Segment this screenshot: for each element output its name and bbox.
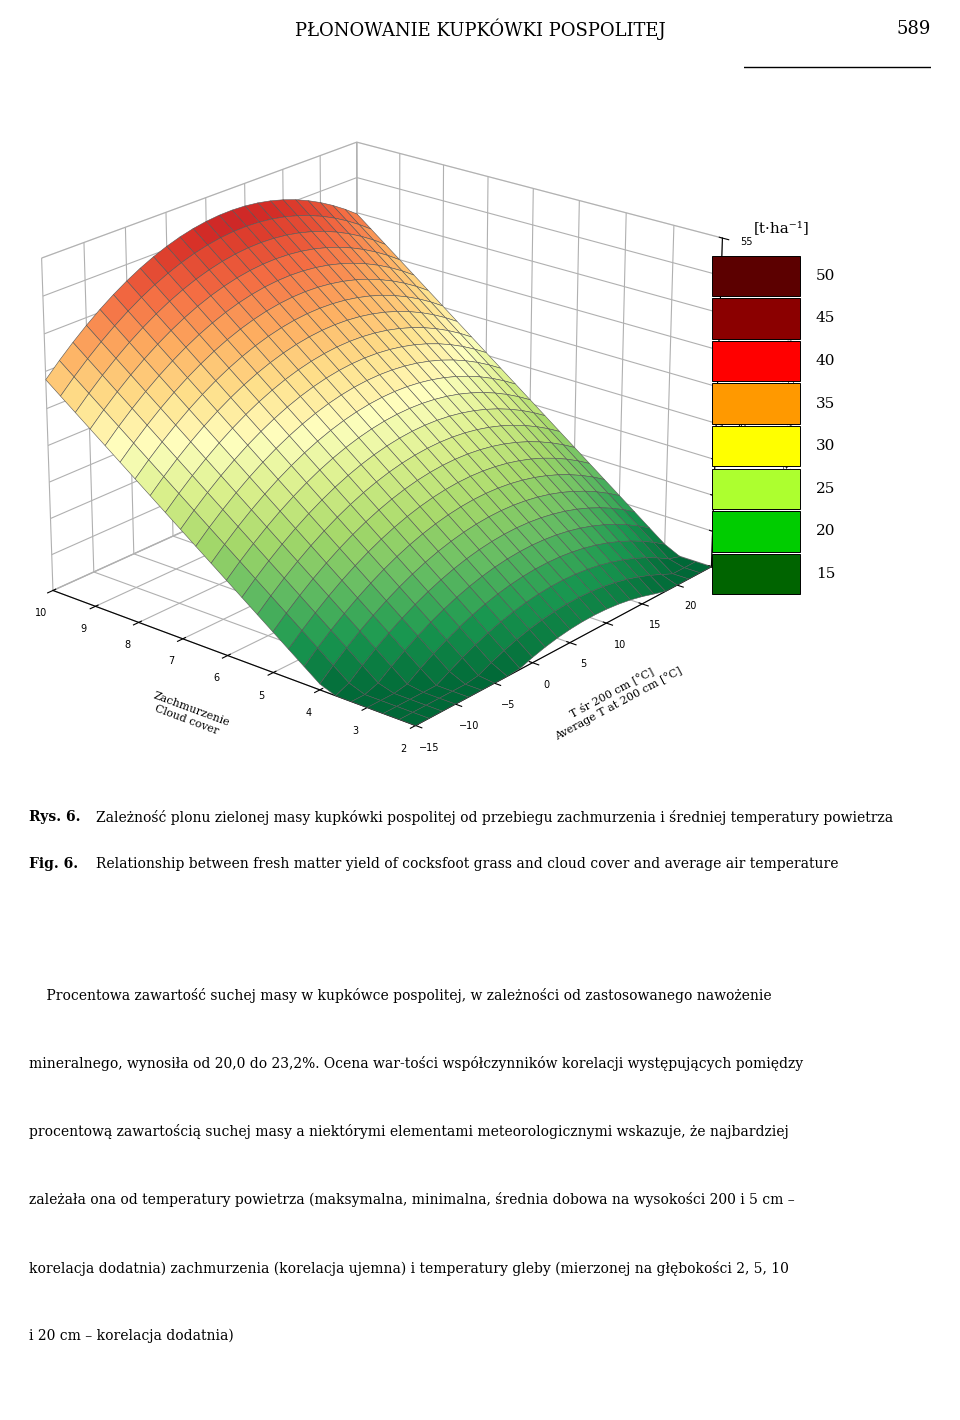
Bar [712,426,800,466]
Text: 589: 589 [897,20,931,38]
Text: Zależność plonu zielonej masy kupkówki pospolitej od przebiegu zachmurzenia i śr: Zależność plonu zielonej masy kupkówki p… [96,809,894,825]
Bar [712,469,800,508]
Text: 45: 45 [816,311,835,325]
Text: korelacja dodatnia) zachmurzenia (korelacja ujemna) i temperatury gleby (mierzon: korelacja dodatnia) zachmurzenia (korela… [29,1261,789,1275]
Text: 25: 25 [816,481,835,496]
Text: zależała ona od temperatury powietrza (maksymalna, minimalna, średnia dobowa na : zależała ona od temperatury powietrza (m… [29,1193,795,1207]
Text: 35: 35 [816,396,835,410]
Bar [712,383,800,423]
Text: 50: 50 [816,268,835,283]
Text: 30: 30 [816,439,835,453]
Bar [712,511,800,551]
Text: mineralnego, wynosiła od 20,0 do 23,2%. Ocena war-tości współczynników korelacji: mineralnego, wynosiła od 20,0 do 23,2%. … [29,1056,803,1071]
Y-axis label: T śr 200 cm [°C]
Average T at 200 cm [°C]: T śr 200 cm [°C] Average T at 200 cm [°C… [546,655,684,743]
Text: Rys. 6.: Rys. 6. [29,809,81,824]
Bar [712,554,800,594]
Text: 20: 20 [816,524,835,538]
Text: PŁONOWANIE KUPKÓWKI POSPOLITEJ: PŁONOWANIE KUPKÓWKI POSPOLITEJ [295,18,665,40]
Text: [t·ha⁻¹]: [t·ha⁻¹] [754,222,809,236]
X-axis label: Zachmurzenie
Cloud cover: Zachmurzenie Cloud cover [148,690,230,738]
Bar [712,256,800,295]
Bar [712,298,800,338]
Text: 40: 40 [816,354,835,368]
Text: Procentowa zawartość suchej masy w kupkówce pospolitej, w zależności od zastosow: Procentowa zawartość suchej masy w kupkó… [29,988,772,1003]
Text: i 20 cm – korelacja dodatnia): i 20 cm – korelacja dodatnia) [29,1329,233,1343]
Text: Fig. 6.: Fig. 6. [29,856,78,870]
Bar [712,341,800,381]
Text: Relationship between fresh matter yield of cocksfoot grass and cloud cover and a: Relationship between fresh matter yield … [96,856,839,870]
Text: 15: 15 [816,567,835,581]
Text: procentową zawartością suchej masy a niektórymi elementami meteorologicznymi wsk: procentową zawartością suchej masy a nie… [29,1125,788,1139]
